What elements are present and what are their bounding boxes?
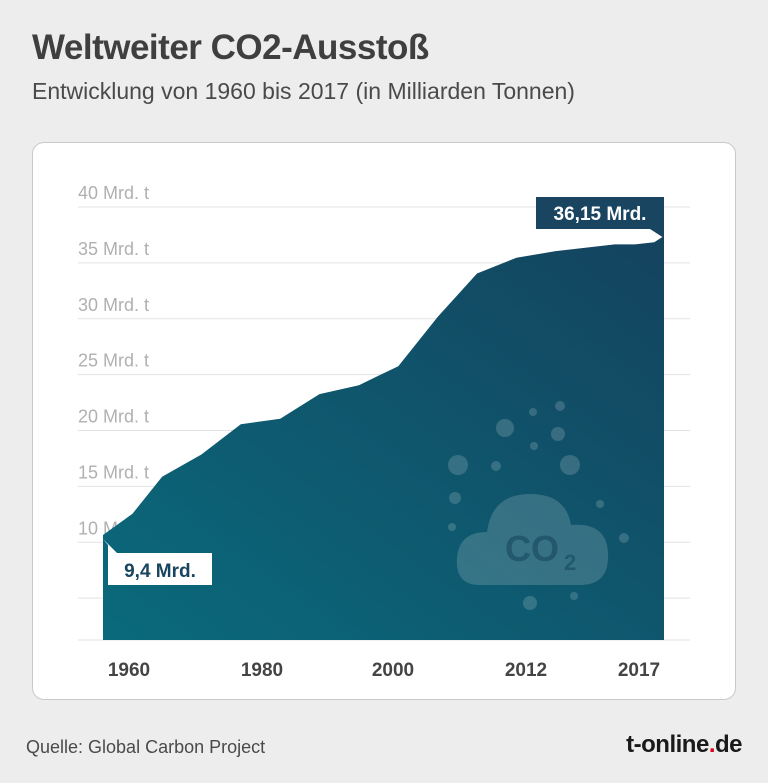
brand-logo: t-online.de — [626, 731, 742, 759]
annotation-end-label: 36,15 Mrd. — [554, 204, 647, 225]
annotation-start: 9,4 Mrd. — [103, 539, 212, 585]
y-tick-label: 15 Mrd. t — [78, 462, 149, 482]
y-tick-label: 40 Mrd. t — [78, 183, 149, 203]
y-tick-label: 25 Mrd. t — [78, 351, 149, 371]
co2-cloud-icon — [448, 401, 629, 610]
y-tick-label: 35 Mrd. t — [78, 239, 149, 259]
x-axis-ticks: 1960 1980 2000 2012 2017 — [108, 660, 660, 681]
x-tick-label: 1960 — [108, 660, 150, 681]
y-tick-label: 20 Mrd. t — [78, 407, 149, 427]
chart-subtitle: Entwicklung von 1960 bis 2017 (in Millia… — [32, 78, 575, 104]
chart-title: Weltweiter CO2-Ausstoß — [32, 28, 429, 67]
x-tick-label: 1980 — [241, 660, 283, 681]
x-tick-label: 2017 — [618, 660, 660, 681]
brand-main: t-online — [626, 731, 709, 758]
series-area — [103, 236, 664, 640]
co2-subscript: 2 — [564, 550, 576, 575]
x-tick-label: 2012 — [505, 660, 547, 681]
co2-text: CO — [505, 528, 559, 569]
annotation-end: 36,15 Mrd. — [536, 197, 664, 238]
annotation-start-label: 9,4 Mrd. — [124, 561, 196, 582]
brand-dot: . — [708, 731, 716, 758]
source-note: Quelle: Global Carbon Project — [26, 737, 266, 757]
x-tick-label: 2000 — [372, 660, 414, 681]
brand-tld: de — [714, 731, 743, 758]
y-tick-label: 30 Mrd. t — [78, 295, 149, 315]
y-axis-ticks: 10 Mrd. t15 Mrd. t20 Mrd. t25 Mrd. t30 M… — [78, 183, 149, 538]
